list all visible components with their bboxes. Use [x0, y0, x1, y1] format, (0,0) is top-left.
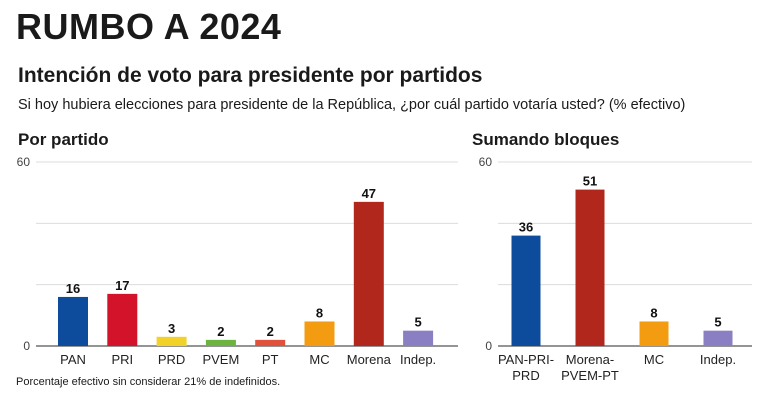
category-label: MC [309, 352, 329, 367]
bar [353, 201, 384, 346]
category-label: MC [644, 352, 664, 367]
chart-subtitle: Intención de voto para presidente por pa… [18, 64, 483, 87]
data-label: 2 [267, 324, 274, 339]
data-label: 3 [168, 321, 175, 336]
y-tick-label: 0 [485, 339, 492, 353]
category-label: Indep. [700, 352, 736, 367]
bar [575, 189, 605, 346]
data-label: 2 [217, 324, 224, 339]
data-label: 17 [115, 278, 129, 293]
category-label: PRI [111, 352, 133, 367]
footnote: Porcentaje efectivo sin considerar 21% d… [16, 376, 281, 388]
category-label: PAN-PRI- [498, 352, 554, 367]
data-label: 8 [650, 305, 657, 320]
bar [205, 339, 236, 346]
category-label: PT [262, 352, 279, 367]
bar [58, 296, 88, 346]
data-label: 47 [362, 186, 376, 201]
category-label: Morena [347, 352, 392, 367]
category-label: PRD [512, 368, 539, 383]
category-label: PVEM-PT [561, 368, 619, 383]
category-label: Morena- [566, 352, 614, 367]
data-label: 8 [316, 305, 323, 320]
category-label: PAN [60, 352, 86, 367]
panel-title-por-partido: Por partido [18, 130, 109, 149]
data-label: 51 [583, 174, 597, 189]
panel-title-sumando-bloques: Sumando bloques [472, 130, 620, 149]
y-tick-label: 0 [23, 339, 30, 353]
survey-question: Si hoy hubiera elecciones para president… [18, 97, 686, 113]
bar [255, 339, 286, 346]
category-label: Indep. [400, 352, 436, 367]
bar [304, 321, 335, 346]
bar [703, 330, 733, 346]
category-label: PRD [158, 352, 185, 367]
data-label: 5 [414, 315, 421, 330]
bar [403, 330, 434, 346]
bar [156, 336, 187, 346]
bar [511, 235, 541, 346]
data-label: 36 [519, 220, 533, 235]
category-label: PVEM [202, 352, 239, 367]
page-title: RUMBO A 2024 [16, 6, 282, 47]
data-label: 16 [66, 281, 80, 296]
y-tick-label: 60 [479, 155, 493, 169]
y-tick-label: 60 [17, 155, 31, 169]
data-label: 5 [714, 315, 721, 330]
bar [107, 293, 138, 346]
bar [639, 321, 669, 346]
